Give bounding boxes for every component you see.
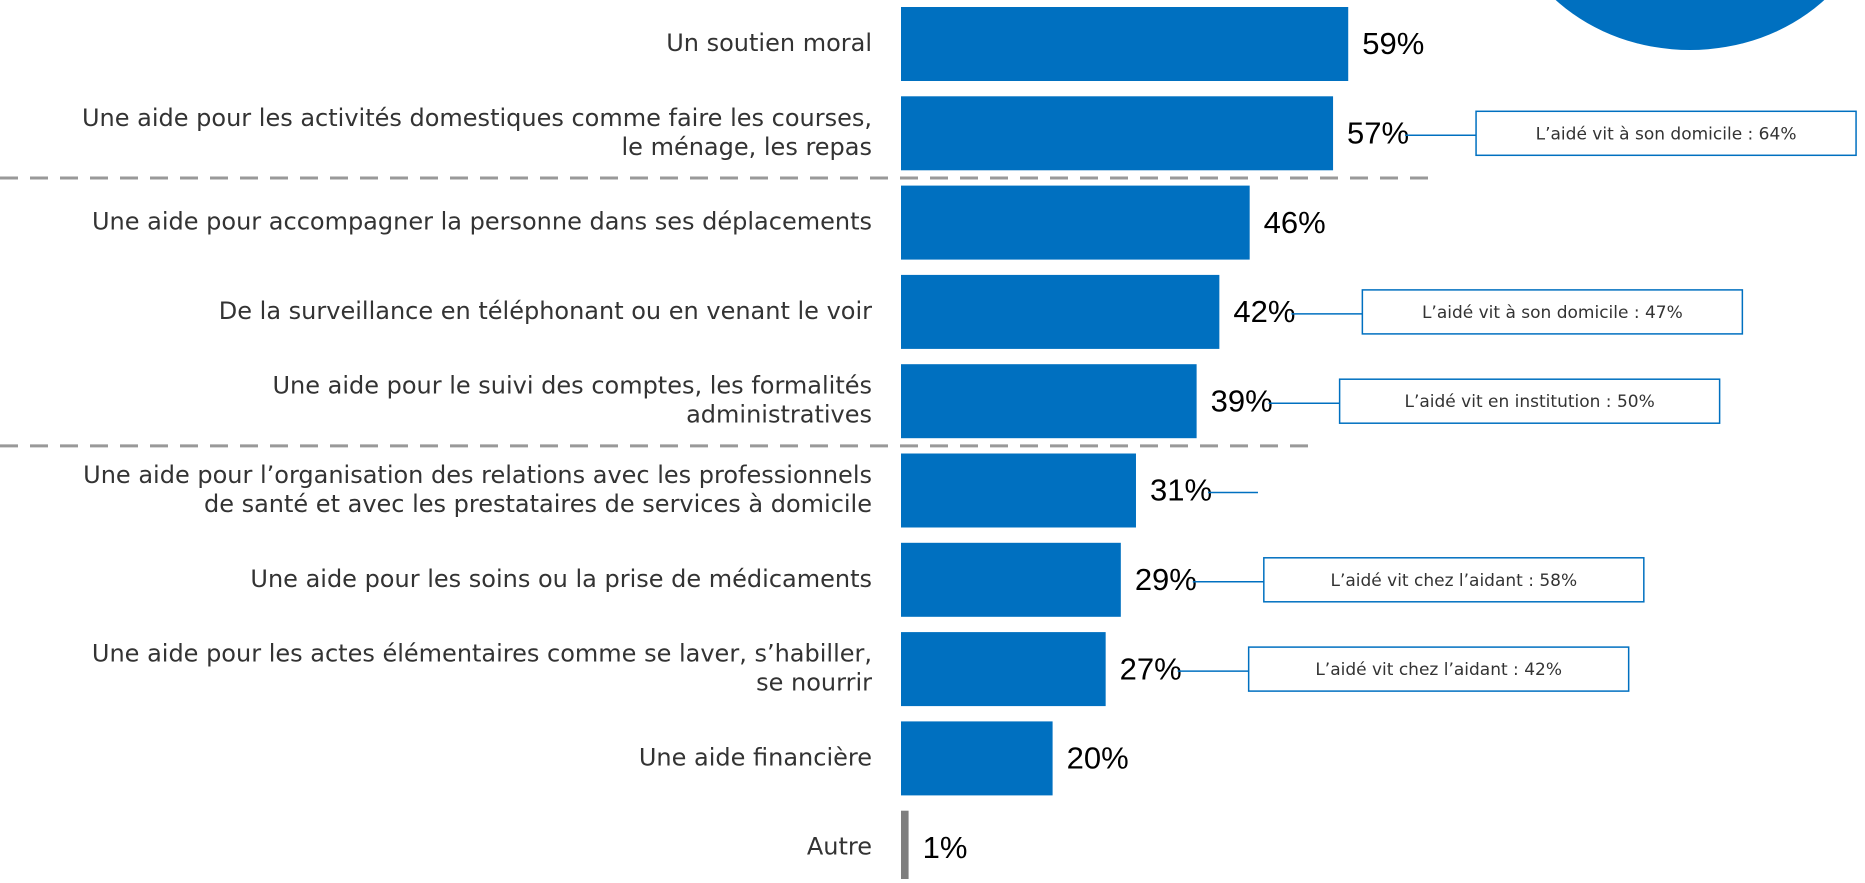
value-label: 27% (1120, 651, 1182, 686)
value-label: 59% (1362, 26, 1424, 61)
category-label: Une aide pour les activités domestiques … (82, 104, 872, 161)
value-label: 1% (923, 830, 968, 865)
note-box (1247, 646, 1630, 692)
category-line: Une aide pour l’organisation des relatio… (83, 461, 872, 489)
value-label: 20% (1067, 741, 1129, 776)
category-line: Une aide pour les soins ou la prise de m… (250, 565, 872, 593)
bar (901, 185, 1250, 260)
category-line: Une aide pour les activités domestiques … (82, 104, 872, 132)
note-text: L’aidé vit à son domicile : 47% (1422, 303, 1683, 323)
category-line: Une aide pour le suivi des comptes, les … (272, 372, 872, 400)
category-label: Une aide financière (639, 743, 872, 771)
category-line: Autre (807, 833, 872, 861)
category-line: de santé et avec les prestataires de ser… (204, 490, 872, 518)
note-text: L’aidé vit chez l’aidant : 58% (1330, 571, 1577, 591)
category-line: Une aide pour accompagner la personne da… (92, 208, 872, 236)
note-box (1475, 110, 1857, 157)
bar (901, 632, 1106, 707)
note-text: L’aidé vit chez l’aidant : 42% (1315, 660, 1562, 680)
category-line: Une aide pour les actes élémentaires com… (92, 640, 872, 668)
category-label: Une aide pour les actes élémentaires com… (92, 640, 872, 697)
value-label: 31% (1150, 473, 1212, 508)
category-line: se nourrir (756, 669, 872, 697)
bar (901, 810, 909, 881)
bar (901, 7, 1349, 81)
note-text: L’aidé vit en institution : 50% (1405, 392, 1655, 412)
category-label: De la surveillance en téléphonant ou en … (219, 297, 872, 325)
category-label: Une aide pour accompagner la personne da… (92, 208, 872, 236)
bar (901, 364, 1197, 439)
category-label: Un soutien moral (666, 29, 872, 57)
bar (901, 96, 1334, 171)
category-line: Un soutien moral (666, 29, 872, 57)
note-text: L’aidé vit à son domicile : 64% (1536, 124, 1797, 144)
category-line: le ménage, les repas (622, 133, 873, 161)
note-box (1338, 378, 1721, 424)
bar (901, 274, 1220, 349)
category-line: De la surveillance en téléphonant ou en … (219, 297, 872, 325)
category-label: Autre (807, 833, 872, 861)
decor-circle (1555, 0, 1825, 50)
value-label: 57% (1347, 115, 1409, 150)
bar (901, 453, 1136, 528)
value-label: 39% (1211, 383, 1273, 418)
bar (901, 542, 1121, 617)
category-line: Une aide financière (639, 743, 872, 771)
value-label: 42% (1233, 294, 1295, 329)
note-box (1361, 289, 1744, 335)
bar (901, 721, 1053, 796)
category-line: administratives (686, 401, 872, 429)
value-label: 46% (1264, 205, 1326, 240)
value-label: 29% (1135, 562, 1197, 597)
category-label: Une aide pour l’organisation des relatio… (83, 461, 872, 518)
category-label: Une aide pour les soins ou la prise de m… (250, 565, 872, 593)
note-box (1263, 557, 1645, 603)
category-label: Une aide pour le suivi des comptes, les … (272, 372, 872, 429)
